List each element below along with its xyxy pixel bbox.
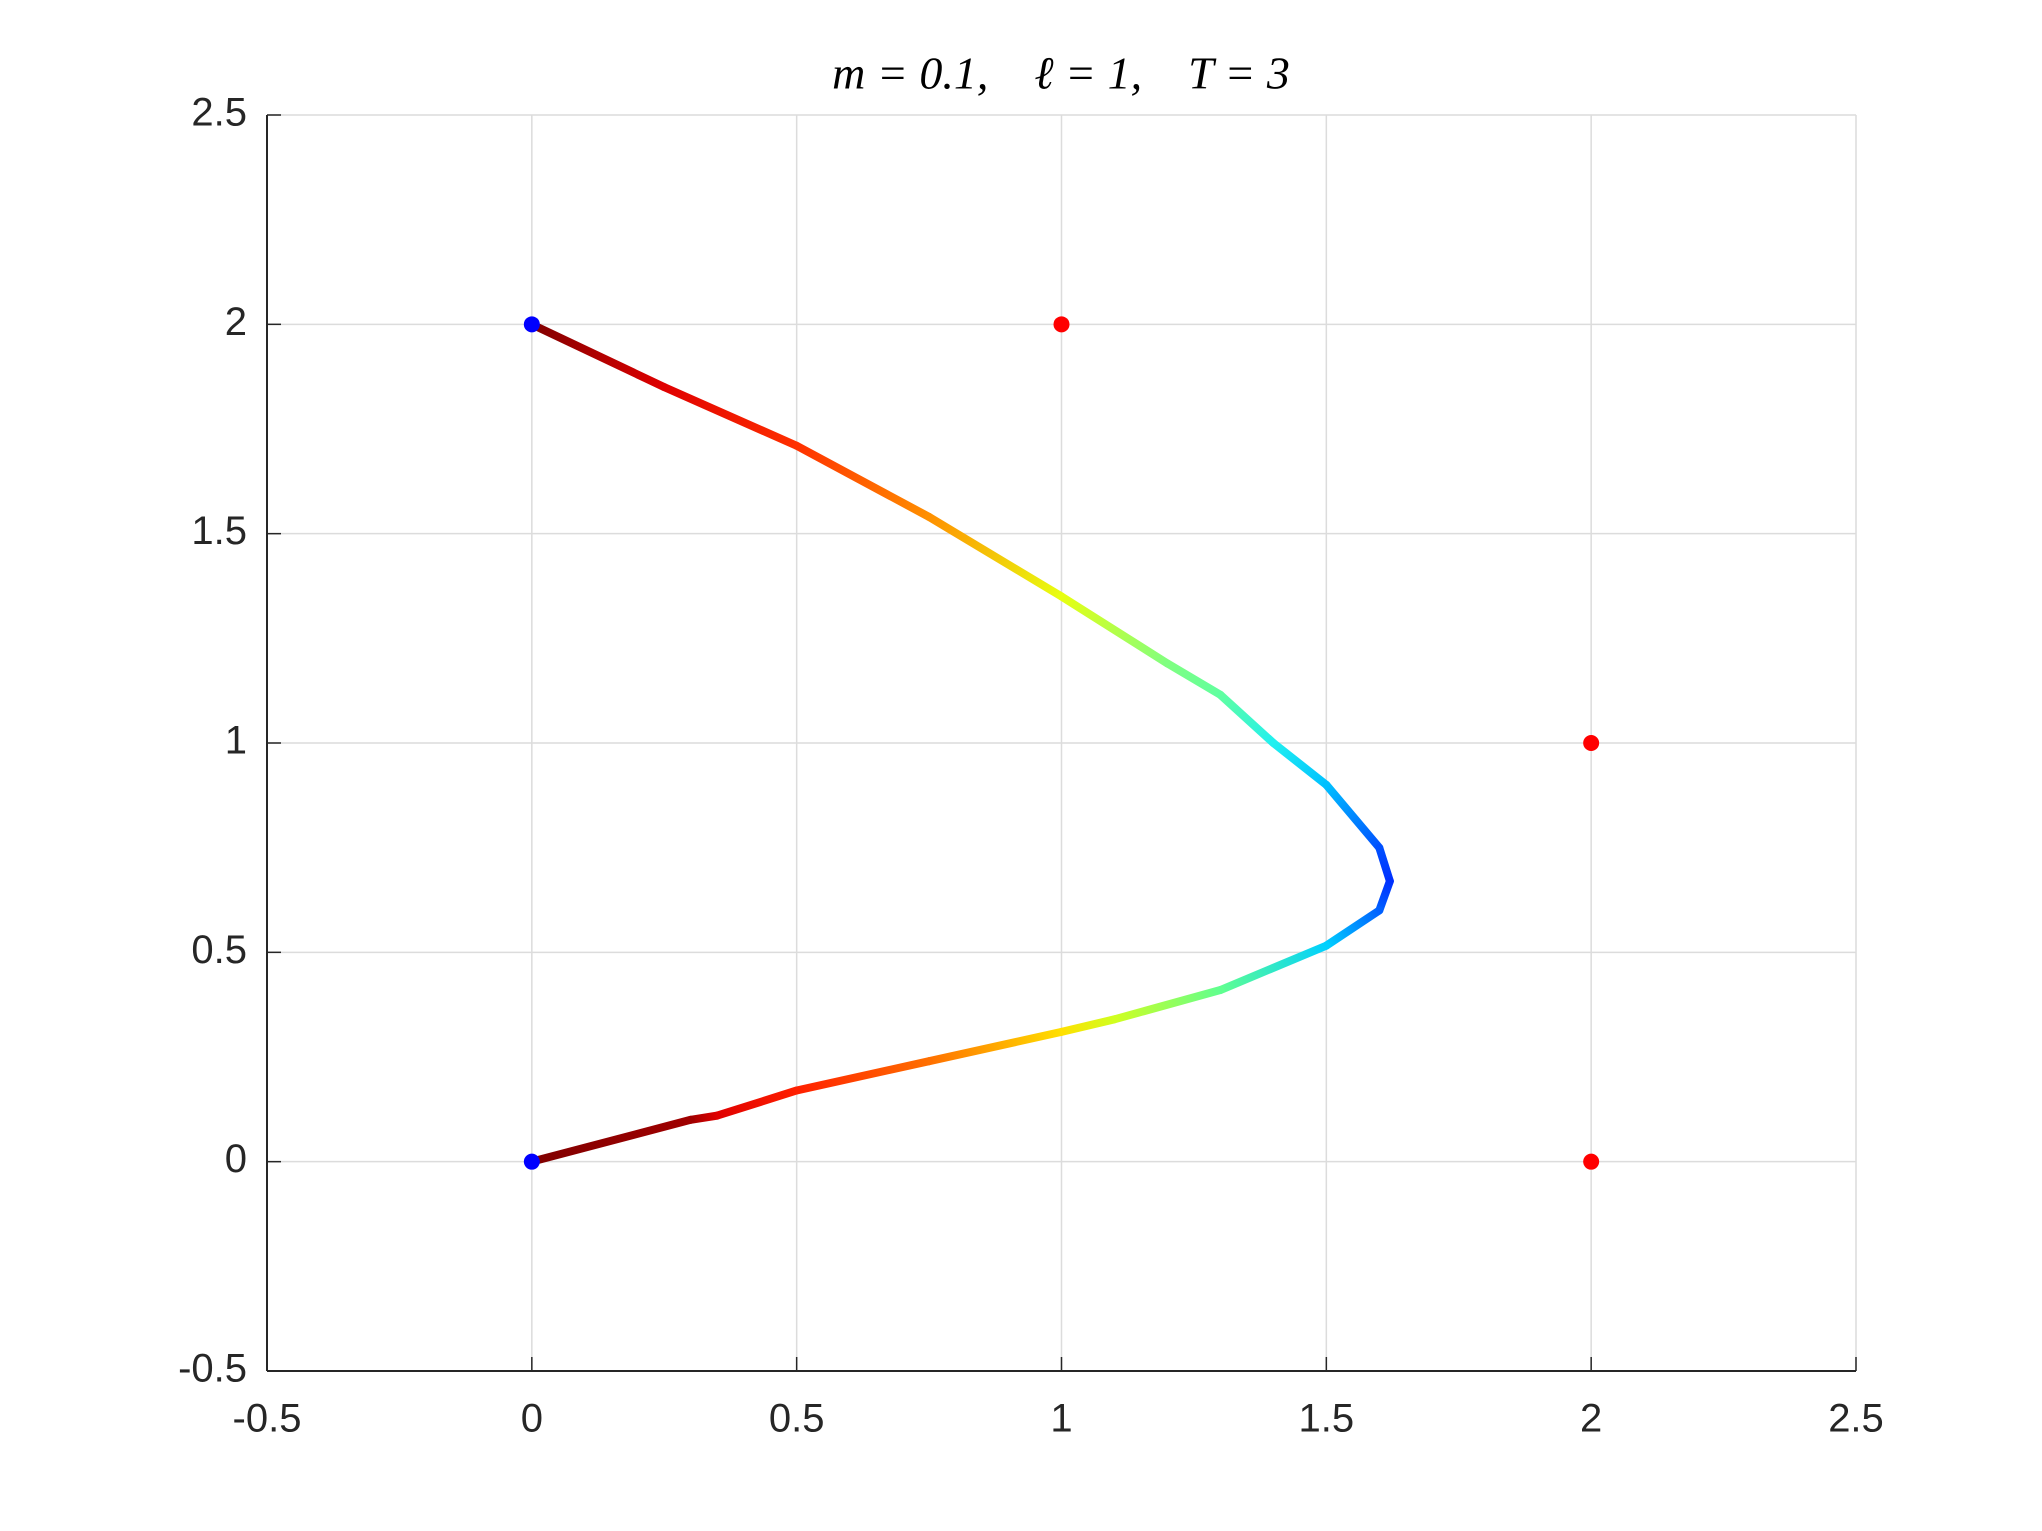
point (523, 316, 540, 333)
point (1583, 735, 1600, 751)
curve-segment (1216, 690, 1278, 747)
x-tick-label: 2 (1580, 1397, 1602, 1441)
x-tick-label: 2.5 (1828, 1397, 1884, 1441)
curve-segment (660, 383, 801, 450)
curve-segment (792, 1057, 934, 1095)
curve-segment (1375, 877, 1394, 915)
x-tick-label: 1.5 (1299, 1397, 1355, 1441)
curve-segment (527, 320, 669, 392)
y-tick-label: 1 (225, 719, 247, 763)
curve-segment (1375, 843, 1394, 886)
curve-segment (1110, 986, 1225, 1024)
y-tick-label: -0.5 (178, 1347, 247, 1391)
y-tick-label: 0 (225, 1137, 247, 1181)
y-tick-label: 2 (225, 300, 247, 344)
curve-segment (1269, 739, 1331, 789)
curve-segment (1322, 780, 1384, 852)
x-tick-label: -0.5 (233, 1397, 302, 1441)
chart-title: m = 0.1, ℓ = 1, T = 3 (832, 48, 1290, 99)
y-tick-label: 0.5 (191, 928, 247, 972)
point (523, 1153, 540, 1170)
curve-segment (1216, 941, 1331, 995)
x-tick-label: 0 (521, 1397, 543, 1441)
x-tick-label: 0.5 (769, 1397, 825, 1441)
point (1583, 1153, 1600, 1170)
curve-segment (1057, 1015, 1119, 1036)
curve-segment (713, 1086, 801, 1120)
curve-segment (1322, 906, 1384, 950)
curve-segment (1057, 592, 1172, 668)
curve-segment (1163, 659, 1225, 699)
curve-segment (527, 1115, 695, 1166)
curve-segment (686, 1111, 722, 1124)
point (1053, 316, 1070, 333)
curve-segment (792, 441, 934, 521)
x-tick-label: 1 (1050, 1397, 1072, 1441)
curve-segment (925, 1027, 1066, 1066)
curve-segment (925, 512, 1066, 601)
y-tick-label: 2.5 (191, 91, 247, 135)
y-tick-label: 1.5 (191, 509, 247, 553)
